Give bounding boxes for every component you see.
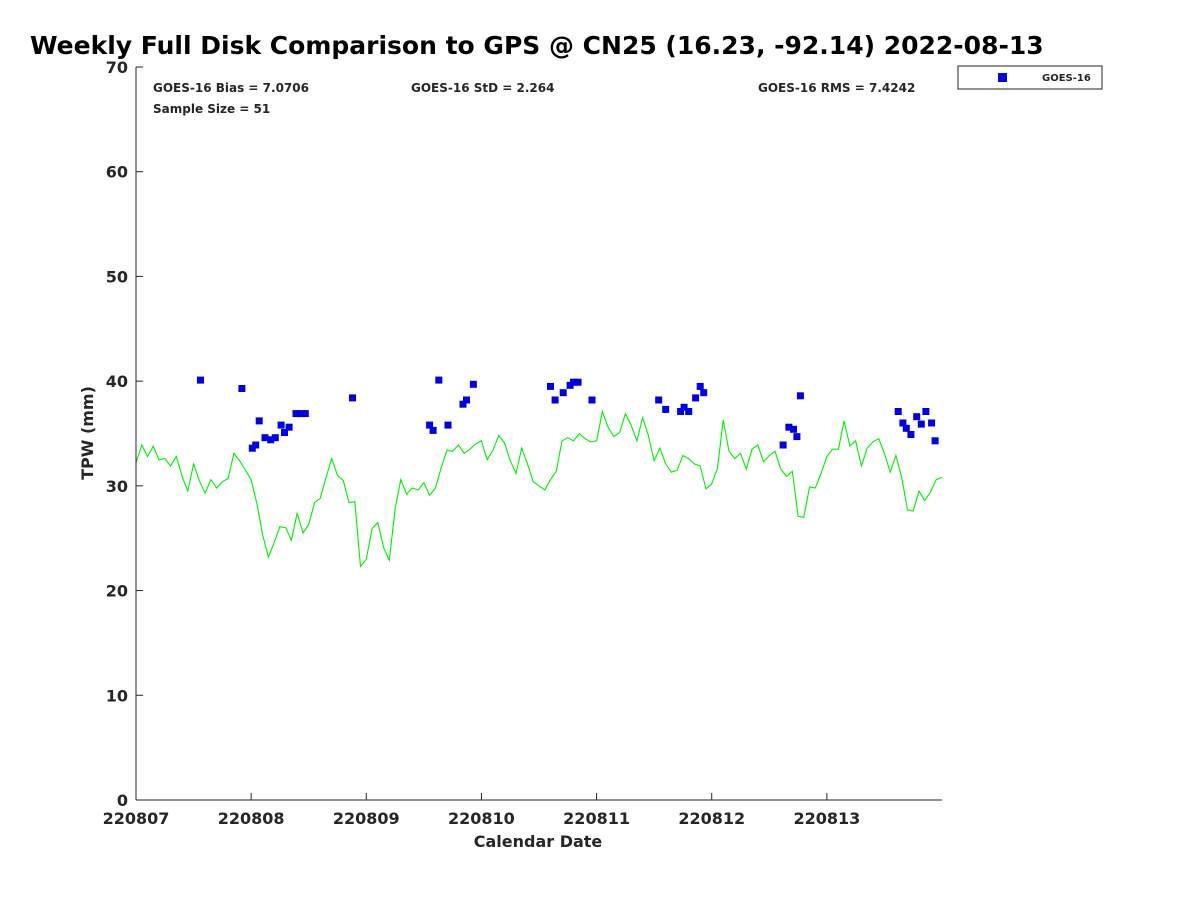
goes-16-point [899,419,907,427]
goes-16-point [252,441,260,449]
goes-16-point [917,420,925,428]
goes-16-point [785,423,793,431]
x-tick-label: 220808 [218,809,285,828]
goes-16-point [547,382,554,390]
goes-16-point [267,436,275,444]
goes-16-point [680,403,688,411]
goes-16-point [463,396,470,404]
goes-16-point [655,396,663,404]
goes-16-point [570,378,577,386]
y-axis-ticks: 0 10 20 30 40 50 60 70 [106,58,143,810]
goes-16-point [692,394,700,402]
goes-16-point [301,410,309,418]
x-tick-label: 220810 [448,809,515,828]
goes-16-point [255,417,263,425]
goes-16-point [297,410,305,418]
bias-stat: GOES-16 Bias = 7.0706 [153,81,309,95]
goes-16-point [894,408,902,415]
goes-16-point [197,376,204,384]
goes-16-point [790,425,797,433]
goes-16-point [902,424,910,432]
goes-16-point [685,408,693,415]
goes-16-point [444,421,452,429]
plot-background [136,67,942,800]
x-axis-ticks: 220807 220808 220809 220810 220811 220812 2208… [103,793,860,828]
legend: GOES-16 [957,65,1103,90]
goes-16-point [426,421,434,429]
y-tick-label: 20 [106,582,128,601]
goes-16-point [261,434,269,442]
goes-16-point [907,431,915,438]
goes-16-point [662,405,670,413]
goes-16-point [928,419,936,427]
y-tick-label: 10 [106,686,128,705]
goes-16-point [281,429,288,436]
goes-16-point [271,434,279,442]
legend-entry-goes-16: GOES-16 [1042,73,1091,84]
chart-title: Weekly Full Disk Comparison to GPS @ CN2… [30,31,1044,60]
goes-16-point [469,380,477,388]
goes-16-point [574,378,582,386]
rms-stat: GOES-16 RMS = 7.4242 [758,81,915,95]
goes-16-point [796,392,804,400]
goes-16-point [677,408,685,415]
goes-16-points [197,376,939,452]
gps-line [135,409,943,568]
goes-16-point [559,389,567,397]
x-tick-label: 220809 [333,809,400,828]
y-tick-label: 40 [106,372,128,391]
x-tick-label: 220813 [793,809,860,828]
goes-16-point [913,413,921,421]
goes-16-point [793,433,801,441]
legend-box [957,65,1103,90]
y-tick-label: 70 [106,58,128,77]
x-tick-label: 220811 [563,809,630,828]
y-tick-label: 60 [106,163,128,182]
goes-16-point [779,441,787,449]
x-tick-label: 220807 [103,809,170,828]
legend-square-marker [998,73,1007,82]
goes-16-point [696,382,704,390]
goes-16-point [238,385,246,392]
goes-16-point [429,426,437,434]
y-axis-label: TPW (mm) [78,386,97,480]
y-tick-label: 0 [117,791,128,810]
goes-16-point [931,437,939,445]
goes-16-point [922,408,930,415]
x-tick-label: 220812 [678,809,745,828]
plot-area [135,67,943,801]
sample-size-stat: Sample Size = 51 [153,102,270,116]
goes-16-point [285,423,293,431]
goes-16-point [459,400,467,408]
x-axis-label: Calendar Date [474,832,603,851]
y-tick-label: 50 [106,267,128,286]
goes-16-point [551,396,559,404]
goes-16-point [435,376,443,384]
goes-16-point [277,421,285,429]
goes-16-point [292,410,300,418]
y-tick-label: 30 [106,477,128,496]
goes-16-point [349,394,356,402]
std-stat: GOES-16 StD = 2.264 [411,81,554,95]
goes-16-point [588,396,596,404]
goes-16-point [700,389,708,397]
